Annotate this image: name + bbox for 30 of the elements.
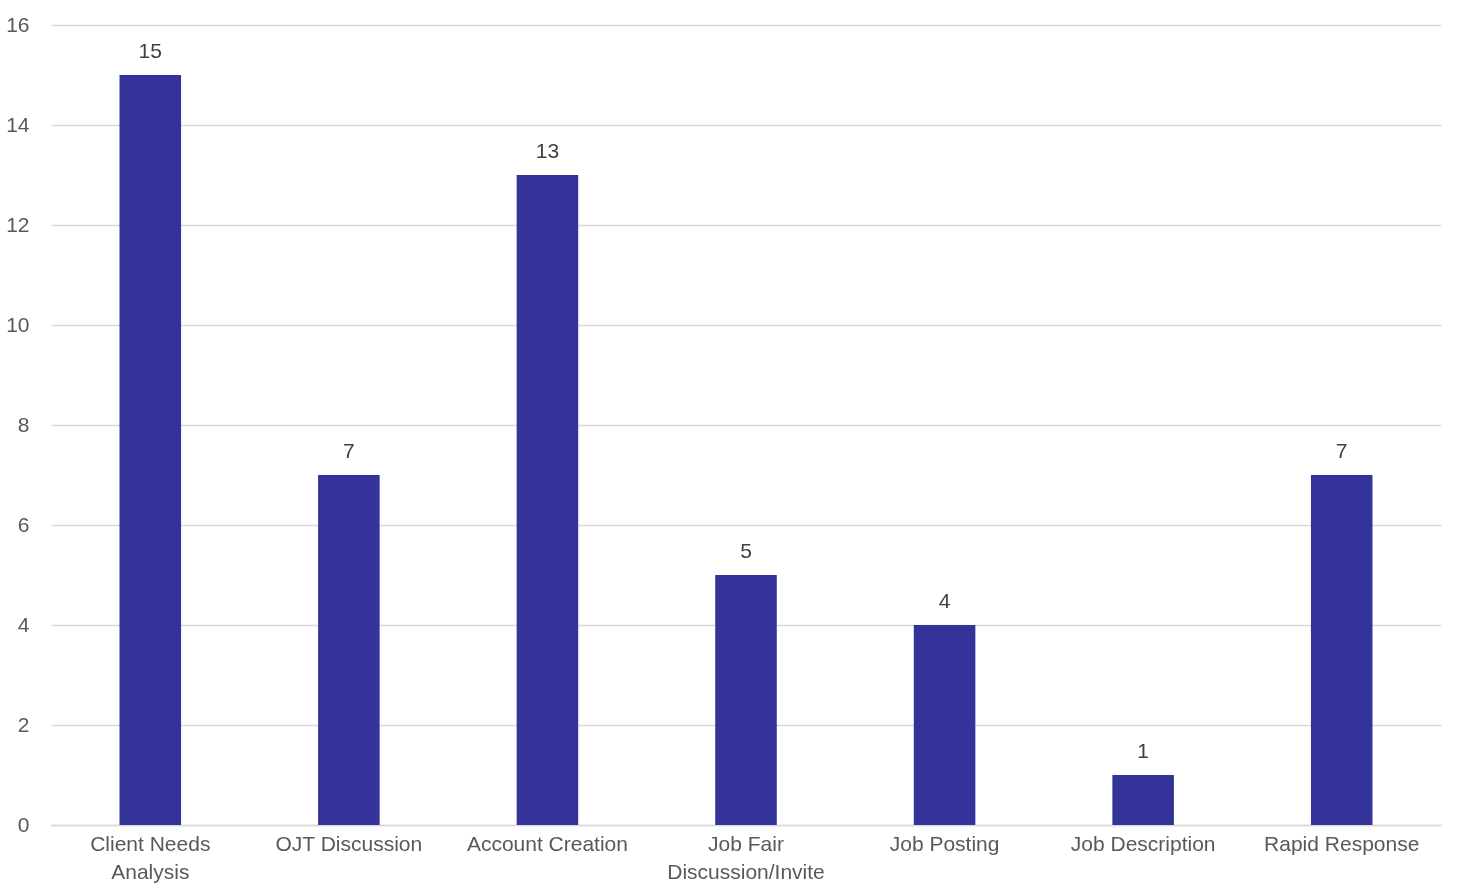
bar	[1310, 475, 1373, 825]
data-label: 7	[343, 439, 355, 462]
y-tick-label: 4	[17, 612, 30, 636]
bar	[119, 75, 182, 825]
x-tick-label: Job Description	[1070, 831, 1216, 855]
y-tick-label: 6	[17, 512, 30, 536]
data-label: 4	[938, 589, 951, 612]
bar	[516, 175, 579, 825]
y-tick-label: 12	[6, 212, 30, 236]
y-tick-label: 10	[6, 312, 30, 336]
bar	[318, 475, 380, 825]
bar	[913, 625, 976, 825]
x-tick-label: Job Fair Discussion/Invite	[667, 831, 825, 883]
x-tick-label: Rapid Response	[1264, 831, 1420, 855]
y-tick-label: 2	[17, 712, 30, 736]
x-tick-label: Account Creation	[466, 831, 628, 855]
data-label: 5	[740, 539, 752, 562]
y-tick-label: 16	[6, 12, 30, 36]
data-label: 7	[1335, 439, 1348, 462]
data-label: 15	[138, 39, 162, 62]
bar	[1112, 775, 1174, 825]
data-label: 13	[535, 139, 560, 162]
x-tick-label: Client Needs Analysis	[90, 831, 211, 883]
y-tick-label: 8	[17, 412, 30, 436]
bar	[715, 575, 777, 825]
x-tick-label: OJT Discussion	[275, 831, 423, 855]
data-label: 1	[1137, 739, 1149, 762]
x-tick-label: Job Posting	[889, 831, 1000, 855]
y-tick-label: 14	[6, 112, 30, 136]
y-tick-label: 0	[17, 812, 30, 836]
